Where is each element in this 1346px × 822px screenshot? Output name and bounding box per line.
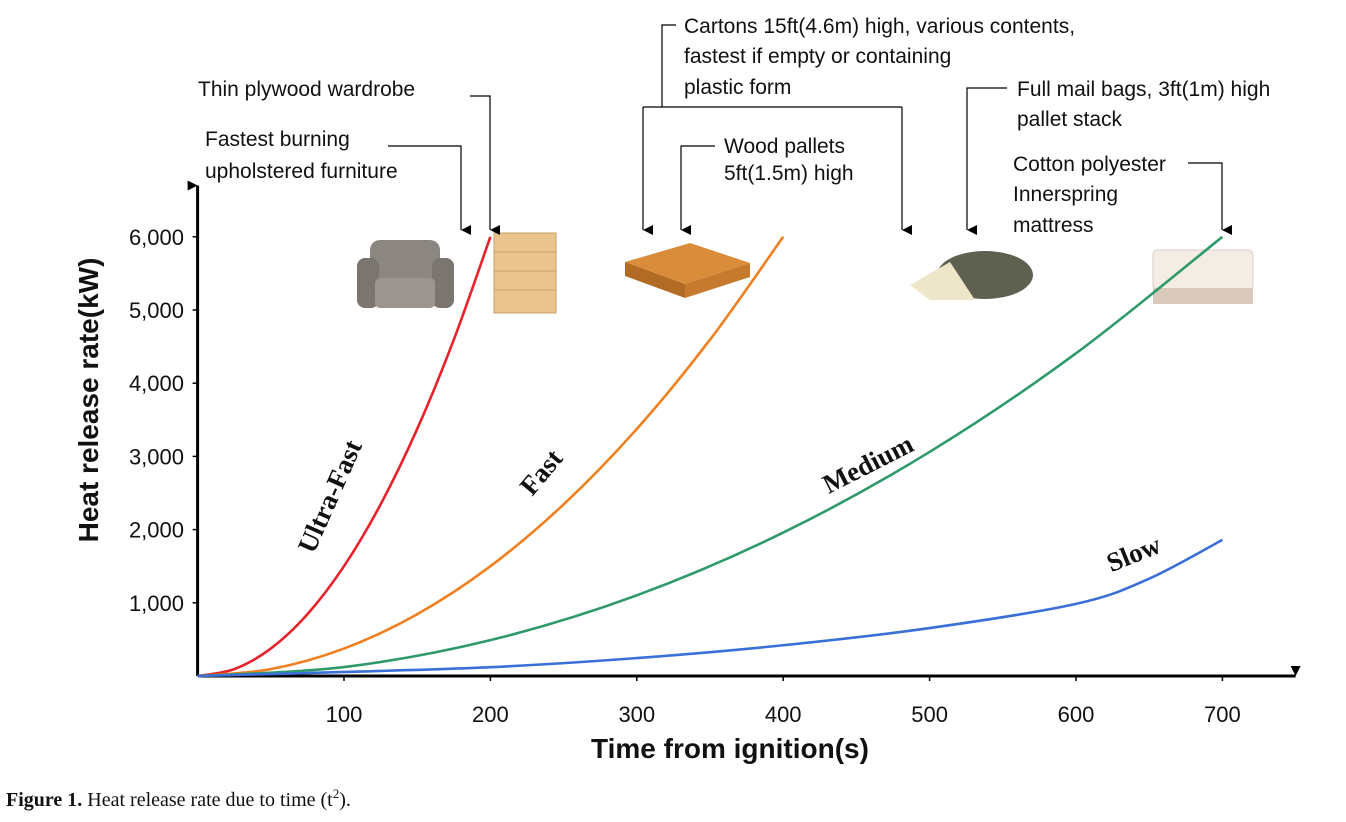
curve-label: Slow <box>1102 529 1165 578</box>
y-axis-title: Heat release rate(kW) <box>73 258 104 543</box>
caption: Figure 1. Heat release rate due to time … <box>6 786 351 811</box>
y-tick-label: 2,000 <box>129 518 184 543</box>
y-tick-label: 4,000 <box>129 371 184 396</box>
x-tick-label: 600 <box>1058 702 1095 727</box>
annotation-leader <box>680 145 715 235</box>
annotation-leader <box>966 87 1007 235</box>
annotation-leader <box>1188 162 1232 235</box>
caption-text: Heat release rate due to time (t <box>87 789 333 811</box>
x-tick-label: 300 <box>618 702 655 727</box>
annotation: Cotton polyester <box>1013 153 1166 176</box>
annotation: Innerspring <box>1013 183 1118 206</box>
x-tick-label: 100 <box>326 702 363 727</box>
curve <box>197 235 1224 678</box>
curve <box>197 236 492 678</box>
y-tick-label: 6,000 <box>129 225 184 250</box>
annotation-leader <box>388 145 471 235</box>
wardrobe-icon <box>493 232 557 314</box>
y-tick-label: 5,000 <box>129 298 184 323</box>
annotation: mattress <box>1013 214 1094 237</box>
x-tick-label: 400 <box>765 702 802 727</box>
mattress-icon <box>1152 249 1254 304</box>
annotation: 5ft(1.5m) high <box>724 162 854 185</box>
x-axis-title: Time from ignition(s) <box>591 733 869 764</box>
curve-label: Fast <box>514 444 569 501</box>
x-tick-label: 700 <box>1204 702 1241 727</box>
y-tick-label: 1,000 <box>129 591 184 616</box>
caption-label: Figure 1. <box>6 789 82 811</box>
annotation: plastic form <box>684 76 791 99</box>
armchair-icon <box>357 240 454 308</box>
annotation: Full mail bags, 3ft(1m) high <box>1017 78 1270 101</box>
x-tick-label: 200 <box>472 702 509 727</box>
curve <box>197 236 785 678</box>
annotation: Fastest burning <box>205 128 350 151</box>
annotation-leader <box>470 95 500 235</box>
annotation: Thin plywood wardrobe <box>198 78 415 101</box>
annotation-leader <box>661 24 676 107</box>
annotation: Cartons 15ft(4.6m) high, various content… <box>684 15 1075 38</box>
y-tick-label: 3,000 <box>129 444 184 469</box>
x-tick-label: 500 <box>911 702 948 727</box>
caption-sup: 2 <box>333 786 340 801</box>
annotation: pallet stack <box>1017 108 1123 131</box>
pallet-icon <box>625 243 750 298</box>
annotation: Wood pallets <box>724 135 845 158</box>
caption-end: ). <box>339 789 351 811</box>
annotation: upholstered furniture <box>205 160 398 183</box>
mailbag-icon <box>910 251 1033 300</box>
curve-label: Ultra-Fast <box>292 435 368 557</box>
curve <box>197 538 1224 678</box>
annotation: fastest if empty or containing <box>684 45 951 68</box>
